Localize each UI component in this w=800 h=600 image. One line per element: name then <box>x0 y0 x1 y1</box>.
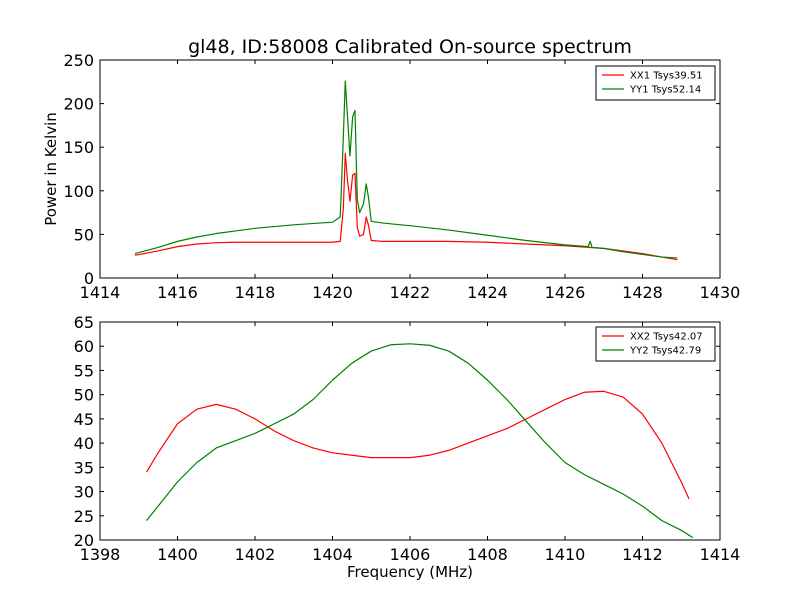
legend: XX1 Tsys39.51 YY1 Tsys52.14 <box>595 65 716 101</box>
x-tick-label: 1398 <box>80 545 121 564</box>
x-tick-label: 1422 <box>390 283 431 302</box>
x-tick-label: 1426 <box>545 283 586 302</box>
bottom-chart-panel: Frequency (MHz) 1398 1400 1402 1404 1406 1408… <box>74 313 741 581</box>
x-tick-label: 1402 <box>235 545 276 564</box>
y-tick-label: 60 <box>74 337 94 356</box>
legend: XX2 Tsys42.07 YY2 Tsys42.79 <box>595 326 716 362</box>
x-tick-label: 1404 <box>312 545 353 564</box>
series-line-yy1 <box>134 80 678 259</box>
x-tick-label: 1424 <box>467 283 508 302</box>
y-tick-label: 0 <box>84 269 94 288</box>
y-tick-label: 50 <box>74 386 94 405</box>
y-tick-label: 30 <box>74 483 94 502</box>
y-tick-label: 20 <box>74 531 94 550</box>
legend-label-yy2: YY2 Tsys42.79 <box>629 346 701 357</box>
y-tick-label: 65 <box>74 313 94 332</box>
x-tick-label: 1428 <box>622 283 663 302</box>
top-chart-panel: gl48, ID:58008 Calibrated On-source spec… <box>42 36 740 302</box>
series-line-xx1 <box>134 152 678 261</box>
y-tick-label: 45 <box>74 410 94 429</box>
y-axis-label: Power in Kelvin <box>42 112 60 226</box>
x-tick-label: 1408 <box>467 545 508 564</box>
x-tick-label: 1418 <box>235 283 276 302</box>
y-tick-label: 200 <box>63 95 94 114</box>
y-tick-label: 35 <box>74 458 94 477</box>
y-tick-label: 150 <box>63 138 94 157</box>
legend-label-xx2: XX2 Tsys42.07 <box>630 332 703 343</box>
x-tick-label: 1414 <box>700 545 741 564</box>
y-tick-label: 40 <box>74 434 94 453</box>
x-tick-label: 1410 <box>545 545 586 564</box>
legend-box <box>595 326 716 362</box>
legend-label-xx1: XX1 Tsys39.51 <box>630 71 703 82</box>
x-tick-label: 1416 <box>157 283 198 302</box>
x-axis-label: Frequency (MHz) <box>347 563 473 581</box>
x-tick-label: 1420 <box>312 283 353 302</box>
x-tick-label: 1414 <box>80 283 121 302</box>
series-line-xx2 <box>145 390 690 500</box>
chart-title: gl48, ID:58008 Calibrated On-source spec… <box>188 36 632 58</box>
series-line-yy2 <box>146 343 694 539</box>
y-tick-label: 55 <box>74 361 94 380</box>
y-tick-label: 50 <box>74 225 94 244</box>
x-tick-label: 1406 <box>390 545 431 564</box>
x-tick-label: 1412 <box>622 545 663 564</box>
y-tick-label: 100 <box>63 182 94 201</box>
legend-label-yy1: YY1 Tsys52.14 <box>629 85 701 96</box>
legend-box <box>595 65 716 101</box>
x-tick-label: 1430 <box>700 283 741 302</box>
x-tick-label: 1400 <box>157 545 198 564</box>
y-tick-label: 250 <box>63 51 94 70</box>
y-tick-label: 25 <box>74 507 94 526</box>
